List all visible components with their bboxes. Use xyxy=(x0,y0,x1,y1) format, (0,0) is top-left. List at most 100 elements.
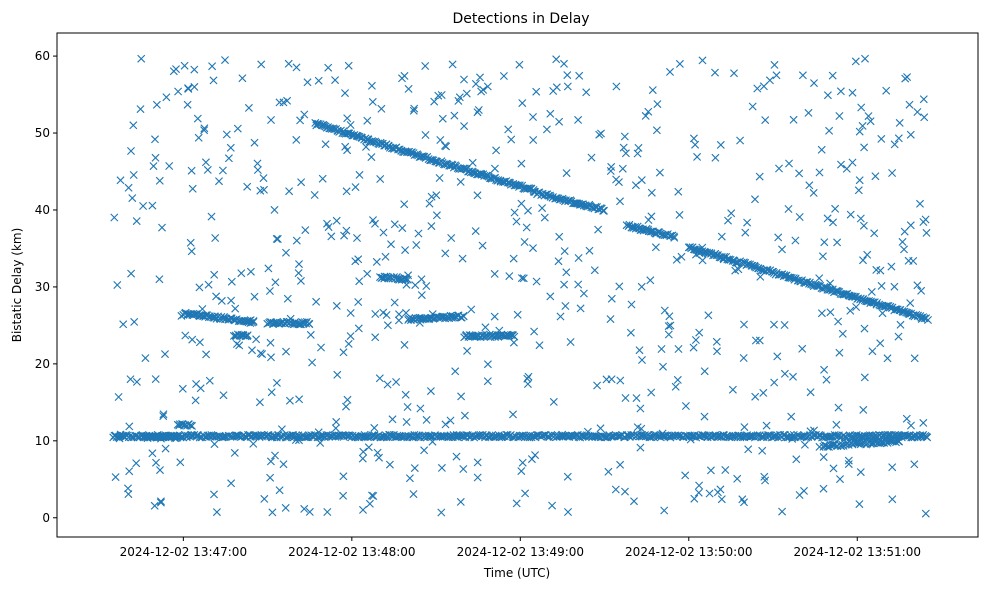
data-point xyxy=(343,395,352,404)
data-point xyxy=(819,453,828,462)
data-point xyxy=(789,274,798,283)
data-point xyxy=(902,414,911,423)
data-point xyxy=(339,348,348,357)
data-point xyxy=(832,420,841,429)
data-point xyxy=(414,229,423,238)
data-point xyxy=(211,234,220,242)
data-point xyxy=(403,275,412,284)
data-point xyxy=(695,481,704,490)
data-point xyxy=(860,143,869,152)
data-point xyxy=(314,76,323,85)
data-point xyxy=(712,337,721,346)
data-point xyxy=(562,268,571,277)
data-point xyxy=(468,158,477,167)
data-point xyxy=(159,412,168,421)
data-point xyxy=(364,443,373,452)
data-point xyxy=(454,96,463,105)
data-point xyxy=(555,117,564,126)
data-point xyxy=(635,346,644,355)
data-point xyxy=(563,82,572,91)
data-point xyxy=(220,433,229,441)
data-point xyxy=(778,507,787,516)
data-point xyxy=(600,206,608,215)
data-point xyxy=(178,384,187,393)
data-point xyxy=(218,166,227,175)
data-point xyxy=(834,317,843,326)
data-point xyxy=(462,89,471,98)
y-tick-label: 60 xyxy=(35,49,50,63)
data-point xyxy=(555,232,564,241)
data-point xyxy=(125,422,134,431)
data-point xyxy=(509,254,518,263)
data-point xyxy=(152,100,161,109)
data-point xyxy=(798,344,807,353)
data-point xyxy=(681,471,690,480)
data-point xyxy=(919,95,928,104)
data-point xyxy=(114,393,123,401)
data-point xyxy=(210,270,219,279)
data-point xyxy=(561,302,570,310)
data-point xyxy=(367,153,376,162)
data-point xyxy=(715,432,724,441)
data-point xyxy=(367,81,376,90)
data-point xyxy=(509,410,517,419)
data-point xyxy=(556,312,565,321)
data-point xyxy=(691,336,700,344)
data-point xyxy=(265,287,274,295)
data-point xyxy=(510,332,519,341)
data-point xyxy=(252,335,261,344)
data-point xyxy=(798,432,806,441)
data-point xyxy=(369,216,377,225)
data-point xyxy=(780,271,789,280)
data-point xyxy=(437,463,446,472)
data-point xyxy=(823,214,832,223)
data-point xyxy=(691,140,700,149)
data-point xyxy=(695,328,704,337)
data-point xyxy=(434,91,443,100)
data-point xyxy=(506,179,515,188)
data-point xyxy=(342,226,351,235)
data-point xyxy=(266,457,275,466)
data-point xyxy=(401,246,410,255)
data-point xyxy=(187,247,196,256)
data-point xyxy=(674,431,683,440)
data-point xyxy=(375,453,383,462)
data-point xyxy=(371,310,380,318)
data-point xyxy=(226,143,235,152)
data-point xyxy=(221,56,229,65)
data-point xyxy=(524,206,532,215)
data-point xyxy=(855,500,864,509)
data-point xyxy=(193,114,202,123)
data-point xyxy=(521,489,530,498)
data-point xyxy=(758,446,767,455)
data-point xyxy=(132,377,141,386)
data-point xyxy=(267,353,275,362)
data-point xyxy=(647,388,656,397)
data-point xyxy=(405,432,413,441)
data-point xyxy=(318,174,327,183)
data-point xyxy=(860,324,869,333)
data-point xyxy=(483,82,492,91)
data-point xyxy=(775,164,783,173)
data-point xyxy=(509,338,518,347)
data-point xyxy=(549,87,558,95)
data-point xyxy=(532,87,541,96)
data-point xyxy=(324,223,333,232)
data-point xyxy=(542,125,551,134)
data-point xyxy=(806,388,815,397)
data-point xyxy=(698,256,707,265)
data-point xyxy=(755,336,764,345)
data-point xyxy=(499,72,508,80)
data-point xyxy=(694,488,703,497)
data-point xyxy=(457,392,466,401)
data-point xyxy=(139,202,148,210)
data-point xyxy=(597,129,605,138)
x-axis-label: Time (UTC) xyxy=(483,566,550,580)
data-point xyxy=(835,348,844,357)
data-point xyxy=(124,183,133,192)
data-point xyxy=(305,320,314,329)
data-point xyxy=(369,137,378,146)
data-point xyxy=(785,159,793,168)
data-point xyxy=(359,505,367,514)
data-point xyxy=(866,117,875,126)
